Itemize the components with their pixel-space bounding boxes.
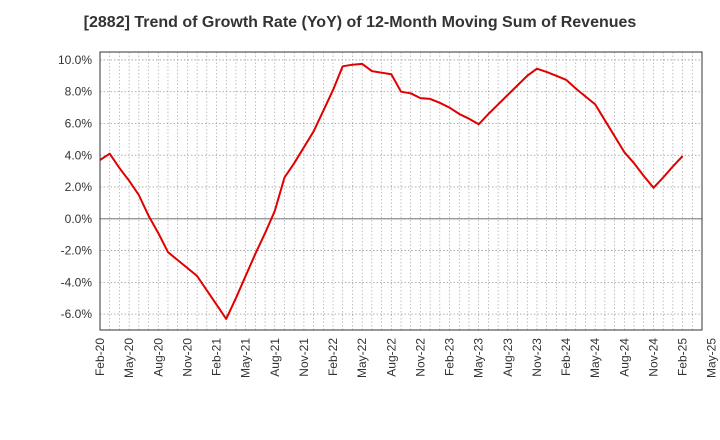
x-tick-label: Nov-20 [180,338,194,377]
y-tick-label: -2.0% [61,244,93,258]
y-tick-label: 6.0% [65,116,93,130]
x-tick-label: Aug-21 [268,338,282,377]
x-tick-label: Nov-22 [413,338,427,377]
x-tick-label: Aug-22 [384,338,398,377]
x-tick-label: Feb-24 [559,338,573,376]
x-tick-label: Aug-23 [501,338,515,377]
y-tick-label: -4.0% [61,275,93,289]
x-tick-label: Aug-20 [151,338,165,377]
x-tick-label: May-23 [472,338,486,378]
x-tick-label: May-25 [705,338,719,378]
series-line [99,62,684,320]
y-tick-label: 2.0% [65,180,93,194]
x-tick-label: May-22 [355,338,369,378]
y-axis-ticks: 10.0% 8.0% 6.0% 4.0% 2.0% 0.0% -2.0% -4.0% -6.0% [58,53,92,321]
y-tick-label: 0.0% [65,212,93,226]
x-tick-label: Nov-23 [530,338,544,377]
plot-background [100,52,702,330]
x-tick-label: Feb-22 [326,338,340,376]
y-tick-label: 10.0% [58,53,92,67]
x-tick-label: May-24 [588,338,602,378]
y-tick-label: -6.0% [61,307,93,321]
x-tick-label: Nov-24 [646,338,660,377]
x-axis-ticks: Feb-20 May-20 Aug-20 Nov-20 Feb-21 May-21 Aug-… [93,338,719,378]
x-tick-label: Aug-24 [617,338,631,377]
x-tick-label: May-20 [122,338,136,378]
plot-frame [99,51,703,331]
x-tick-label: Nov-21 [297,338,311,377]
y-tick-label: 8.0% [65,85,93,99]
chart-title: [2882] Trend of Growth Rate (YoY) of 12-… [83,14,637,31]
y-tick-label: 4.0% [65,148,93,162]
x-tick-label: May-21 [239,338,253,378]
x-tick-label: Feb-20 [93,338,107,376]
x-gridlines [109,52,693,330]
x-tick-label: Feb-23 [443,338,457,376]
x-tick-label: Feb-25 [676,338,690,376]
x-tick-label: Feb-21 [210,338,224,376]
